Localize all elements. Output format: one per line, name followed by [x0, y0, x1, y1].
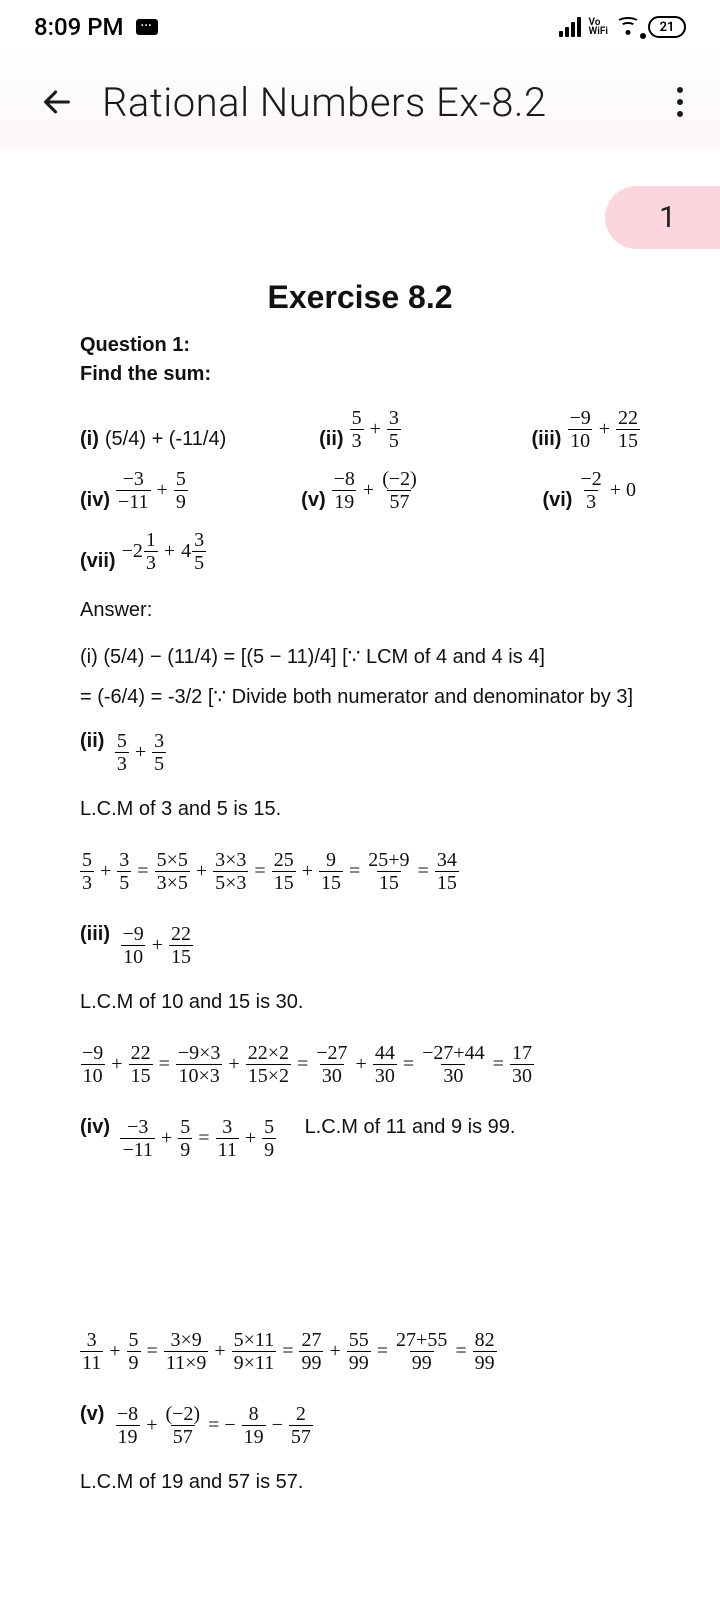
status-bar: 8:09 PM ••• VoWiFi 21	[0, 0, 720, 54]
sms-icon: •••	[136, 19, 158, 35]
question-label: Question 1:	[80, 334, 640, 357]
wifi-icon	[616, 17, 640, 37]
answer-iii-head: (iii) −910+2215	[80, 923, 640, 967]
answer-iii-work: −910+ 2215= −9×310×3+ 22×215×2= −2730+ 4…	[80, 1043, 640, 1086]
app-bar: Rational Numbers Ex-8.2	[0, 54, 720, 150]
lcm-10-15: L.C.M of 10 and 15 is 30.	[80, 987, 640, 1017]
answer-i-2: = (-6/4) = -3/2 [∵ Divide both numerator…	[80, 682, 640, 712]
answer-ii-head: (ii) 53+35	[80, 730, 640, 774]
answer-ii-work: 53+ 35= 5×53×5+ 3×35×3= 2515+ 915= 25+91…	[80, 850, 640, 893]
answer-iv-work: 311+ 59= 3×911×9+ 5×119×11= 2799+ 5599= …	[80, 1330, 640, 1373]
problem-grid: (i)(5/4) + (-11/4) (ii) 53+35 (iii) −910…	[80, 408, 640, 573]
badge-row: 1	[0, 150, 720, 279]
status-time: 8:09 PM	[34, 13, 124, 41]
battery-icon: 21	[648, 16, 686, 38]
answer-i-1: (i) (5/4) − (11/4) = [(5 − 11)/4] [∵ LCM…	[80, 642, 640, 672]
vowifi-label: VoWiFi	[589, 18, 608, 36]
signal-icon	[559, 17, 581, 37]
answer-label: Answer:	[80, 599, 640, 622]
lcm-3-5: L.C.M of 3 and 5 is 15.	[80, 794, 640, 824]
answer-v-head: (v) −819+ (−2)57= − 819− 257	[80, 1403, 640, 1447]
back-icon[interactable]	[40, 85, 74, 119]
page-badge: 1	[605, 186, 720, 249]
lcm-19-57: L.C.M of 19 and 57 is 57.	[80, 1467, 640, 1497]
document-content: Exercise 8.2 Question 1: Find the sum: (…	[0, 279, 720, 1497]
question-prompt: Find the sum:	[80, 363, 640, 386]
exercise-title: Exercise 8.2	[80, 279, 640, 316]
page-title: Rational Numbers Ex-8.2	[102, 79, 666, 126]
more-icon[interactable]	[666, 87, 694, 117]
answer-iv-head: (iv) −3−11+ 59= 311+ 59 L.C.M of 11 and …	[80, 1116, 640, 1160]
